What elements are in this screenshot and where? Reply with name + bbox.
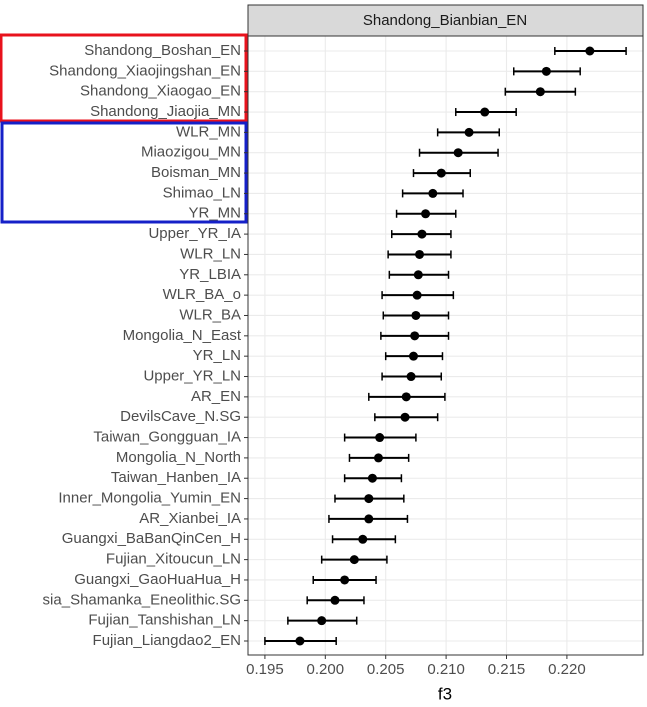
y-tick-label: Shandong_Jiaojia_MN xyxy=(90,103,241,120)
y-tick-label: sia_Shamanka_Eneolithic.SG xyxy=(43,591,241,608)
y-tick-label: Shimao_LN xyxy=(163,184,241,201)
y-tick-label: YR_MN xyxy=(188,205,241,222)
point xyxy=(330,595,340,605)
point xyxy=(541,66,551,76)
point xyxy=(417,229,427,239)
point xyxy=(412,290,422,300)
x-tick-label: 0.215 xyxy=(488,661,526,678)
y-tick-label: Shandong_Xiaojingshan_EN xyxy=(49,62,241,79)
y-tick-label: Shandong_Xiaogao_EN xyxy=(80,83,241,100)
y-tick-label: Upper_YR_LN xyxy=(143,367,241,384)
y-tick-label: WLR_BA_o xyxy=(163,286,241,303)
x-axis-title: f3 xyxy=(438,684,452,703)
y-tick-label: Taiwan_Hanben_IA xyxy=(111,469,241,486)
x-tick-label: 0.205 xyxy=(367,661,405,678)
y-tick-label: Inner_Mongolia_Yumin_EN xyxy=(58,490,241,507)
y-tick-label: WLR_MN xyxy=(176,123,241,140)
point xyxy=(406,372,416,382)
y-tick-label: Guangxi_GaoHuaHua_H xyxy=(74,571,241,588)
point xyxy=(436,168,446,178)
point xyxy=(480,107,490,117)
point xyxy=(400,412,410,422)
point xyxy=(340,575,350,585)
point xyxy=(421,209,431,219)
point xyxy=(410,331,420,341)
point xyxy=(364,494,374,504)
strip-title: Shandong_Bianbian_EN xyxy=(363,12,527,29)
point xyxy=(408,351,418,361)
y-tick-label: YR_LBIA xyxy=(179,266,241,283)
x-tick-label: 0.200 xyxy=(307,661,345,678)
y-tick-label: AR_EN xyxy=(191,388,241,405)
y-tick-label: Fujian_Xitoucun_LN xyxy=(106,551,241,568)
point xyxy=(295,636,305,646)
plot-area xyxy=(247,35,644,656)
strip xyxy=(247,4,644,37)
point xyxy=(415,249,425,259)
y-tick-label: WLR_BA xyxy=(179,306,241,323)
point xyxy=(364,514,374,524)
panel-background xyxy=(248,36,643,655)
highlight-box-red xyxy=(0,33,248,123)
point xyxy=(375,433,385,443)
x-tick-label: 0.210 xyxy=(427,661,465,678)
point xyxy=(401,392,411,402)
point xyxy=(367,473,377,483)
y-tick-label: Mongolia_N_East xyxy=(123,327,242,344)
y-tick-label: YR_LN xyxy=(193,347,241,364)
y-tick-label: Shandong_Boshan_EN xyxy=(84,42,241,59)
y-tick-label: Fujian_Tanshishan_LN xyxy=(88,612,241,629)
point xyxy=(358,534,368,544)
x-tick-label: 0.220 xyxy=(548,661,586,678)
point xyxy=(585,46,595,56)
y-tick-label: Boisman_MN xyxy=(151,164,241,181)
y-tick-label: Fujian_Liangdao2_EN xyxy=(93,632,241,649)
point xyxy=(535,87,545,97)
point xyxy=(413,270,423,280)
highlight-box-blue xyxy=(0,121,248,224)
y-tick-label: Miaozigou_MN xyxy=(141,144,241,161)
point xyxy=(464,127,474,137)
point xyxy=(317,616,327,626)
point xyxy=(373,453,383,463)
y-tick-label: WLR_LN xyxy=(180,245,241,262)
y-tick-label: DevilsCave_N.SG xyxy=(120,408,241,425)
point xyxy=(453,148,463,158)
y-tick-label: Taiwan_Gongguan_IA xyxy=(93,429,241,446)
point xyxy=(428,188,438,198)
y-tick-label: Guangxi_BaBanQinCen_H xyxy=(62,530,241,547)
y-tick-label: AR_Xianbei_IA xyxy=(139,510,241,527)
y-tick-label: Mongolia_N_North xyxy=(116,449,241,466)
panel-border xyxy=(247,35,644,656)
point xyxy=(349,555,359,565)
y-tick-label: Upper_YR_IA xyxy=(148,225,241,242)
point xyxy=(411,310,421,320)
x-tick-label: 0.195 xyxy=(246,661,284,678)
